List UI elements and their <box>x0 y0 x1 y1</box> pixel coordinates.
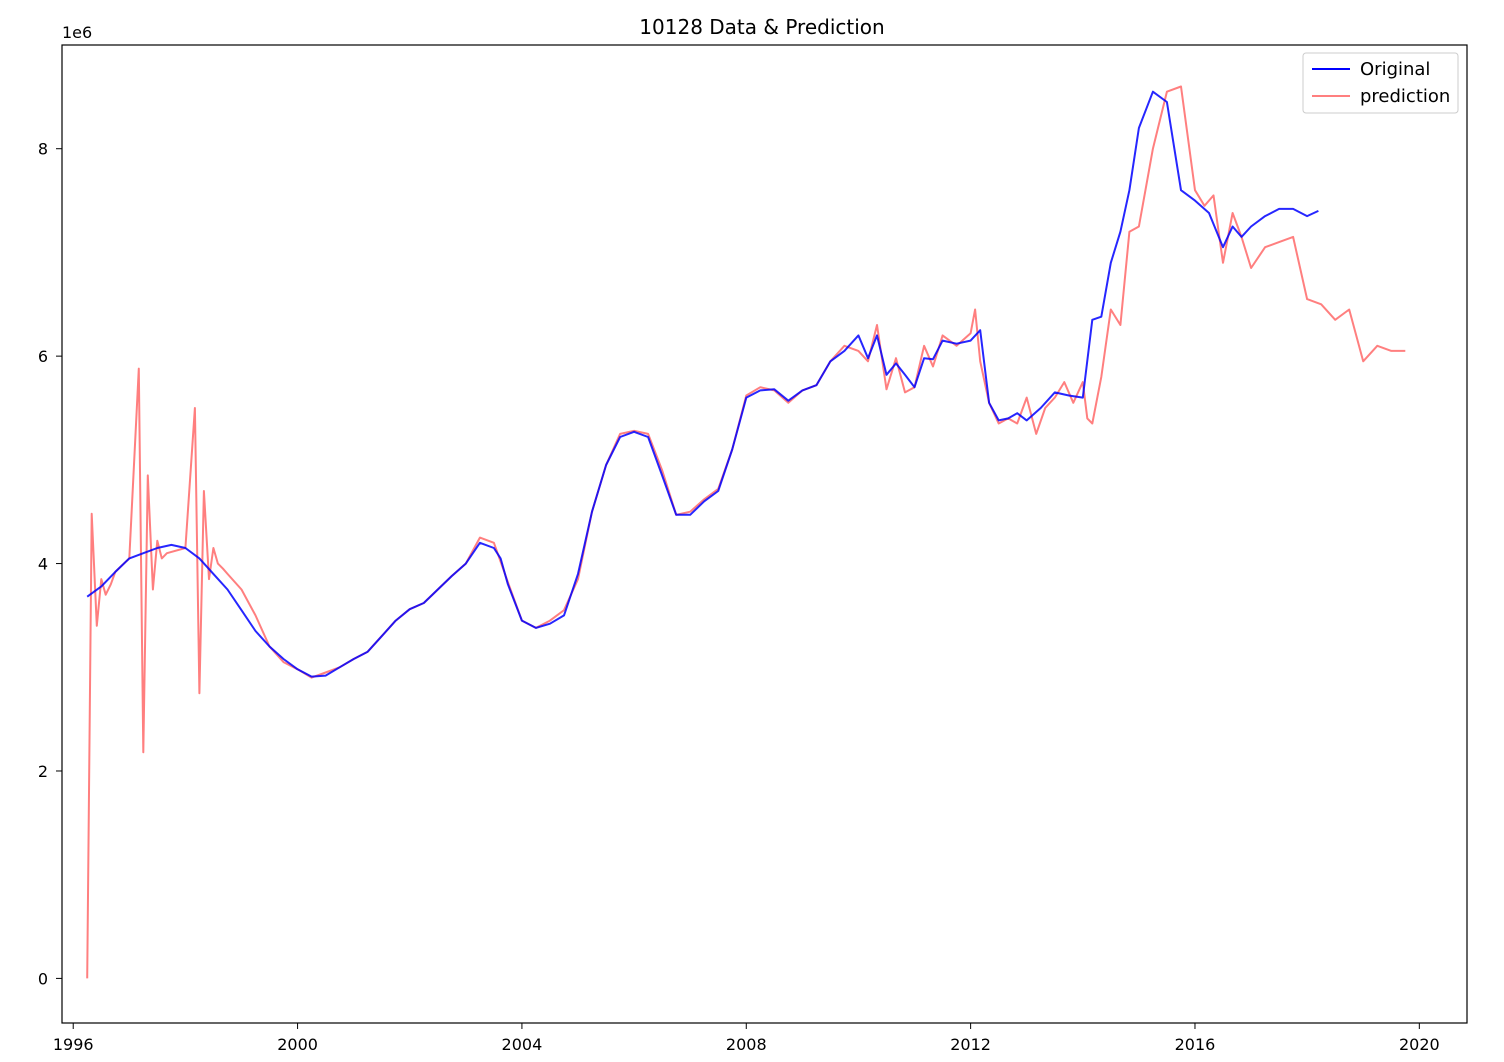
y-tick-label: 6 <box>38 347 48 366</box>
plot-area <box>61 44 1468 1024</box>
x-axis: 1996 2000 2004 2008 2012 2016 2020 <box>53 1023 1440 1054</box>
y-tick-label: 0 <box>38 969 48 988</box>
series-layer <box>86 85 1406 979</box>
x-tick-label: 2020 <box>1399 1035 1440 1054</box>
y-tick-label: 8 <box>38 140 48 159</box>
legend: Original prediction <box>1302 52 1459 114</box>
series-line-original <box>86 90 1319 678</box>
x-tick-label: 2000 <box>277 1035 318 1054</box>
x-tick-label: 2016 <box>1175 1035 1216 1054</box>
y-tick-label: 2 <box>38 762 48 781</box>
legend-label-original: Original <box>1360 59 1430 80</box>
y-tick-label: 4 <box>38 555 48 574</box>
x-tick-label: 2008 <box>726 1035 767 1054</box>
chart-title: 10128 Data & Prediction <box>639 15 884 39</box>
series-line-prediction <box>86 85 1406 979</box>
y-offset-label: 1e6 <box>62 23 92 42</box>
x-tick-label: 2012 <box>950 1035 991 1054</box>
x-tick-label: 1996 <box>53 1035 94 1054</box>
legend-label-prediction: prediction <box>1360 86 1450 107</box>
x-tick-label: 2004 <box>502 1035 543 1054</box>
y-axis: 0 2 4 6 8 <box>38 140 62 988</box>
